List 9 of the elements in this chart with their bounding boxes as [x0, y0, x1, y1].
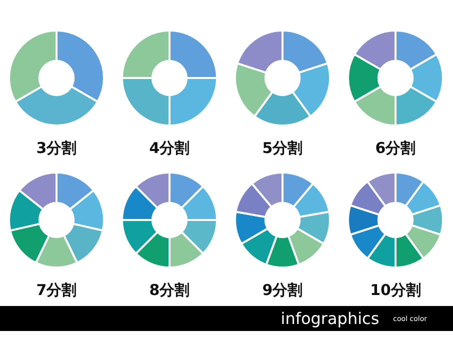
- text: 7分割: [36, 280, 77, 299]
- text: 6分割: [375, 138, 416, 157]
- text: 5分割: [262, 138, 303, 157]
- text: infographics: [280, 309, 380, 328]
- text: 3分割: [36, 138, 77, 157]
- text: 10分割: [370, 280, 421, 299]
- text: 4分割: [149, 138, 190, 157]
- text: 9分割: [262, 280, 303, 299]
- text: 8分割: [149, 280, 190, 299]
